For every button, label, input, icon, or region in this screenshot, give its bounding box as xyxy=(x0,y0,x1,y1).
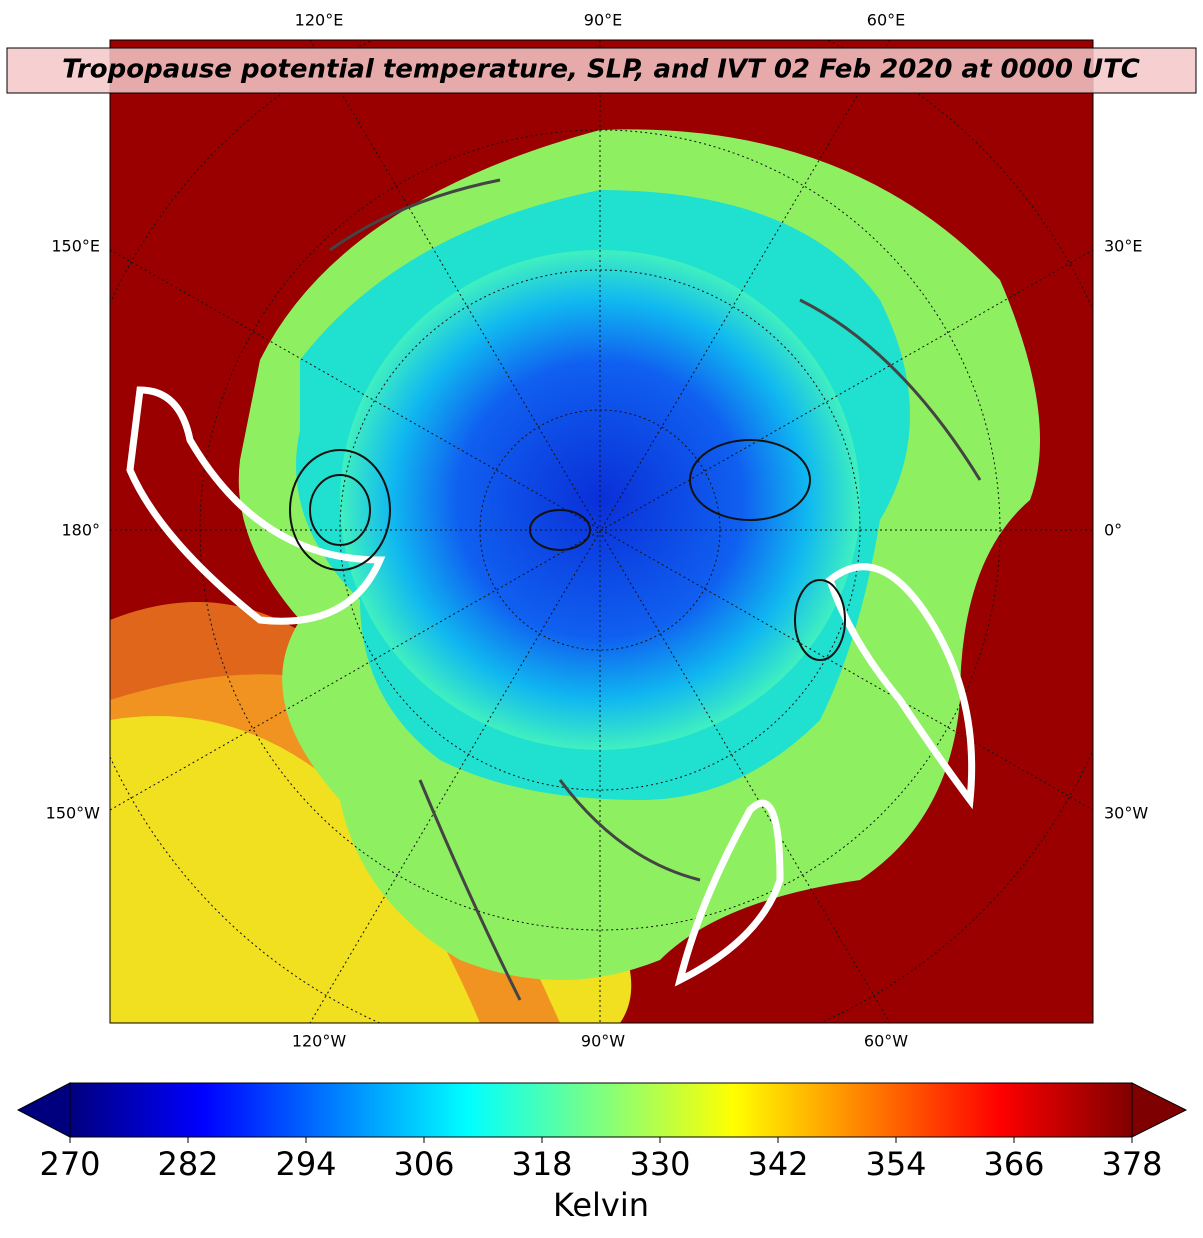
lon-label: 30°W xyxy=(1104,804,1148,823)
map xyxy=(110,40,1093,1023)
colorbar-tick-label: 342 xyxy=(747,1145,808,1183)
title: Tropopause potential temperature, SLP, a… xyxy=(62,55,1140,85)
colorbar-tick-label: 354 xyxy=(865,1145,926,1183)
lon-label: 60°E xyxy=(867,11,905,30)
lon-label: 150°W xyxy=(46,804,101,823)
lon-label: 120°E xyxy=(295,11,344,30)
ivt-contours xyxy=(126,386,976,987)
colorbar-label: Kelvin xyxy=(553,1186,649,1224)
lon-label: 180° xyxy=(61,521,100,540)
slp-contours xyxy=(289,439,846,661)
colorbar-extension xyxy=(1131,1082,1188,1138)
coastlines xyxy=(329,178,982,1001)
colorbar-tick-label: 318 xyxy=(511,1145,572,1183)
colorbar-tick-label: 366 xyxy=(983,1145,1044,1183)
colorbar-tick-label: 306 xyxy=(393,1145,454,1183)
lon-label: 90°E xyxy=(584,11,622,30)
colorbar-tick-label: 330 xyxy=(629,1145,690,1183)
colorbar: 270 282 294 306 318 330 342 354 366 378 xyxy=(16,1082,1188,1183)
title-box xyxy=(6,47,1197,94)
map-frame xyxy=(109,39,1094,1024)
lon-label: 0° xyxy=(1104,521,1122,540)
colorbar-tick-label: 378 xyxy=(1101,1145,1162,1183)
lon-label: 90°W xyxy=(581,1032,625,1051)
graticule xyxy=(110,40,1093,1023)
lon-label: 30°E xyxy=(1104,237,1142,256)
colorbar-tick-label: 294 xyxy=(275,1145,336,1183)
colorbar-tick-label: 282 xyxy=(157,1145,218,1183)
colorbar-extension xyxy=(16,1082,71,1138)
colorbar-tick-label: 270 xyxy=(39,1145,100,1183)
lon-label: 60°W xyxy=(864,1032,908,1051)
colorbar-body xyxy=(69,1082,1133,1138)
lon-label: 120°W xyxy=(292,1032,347,1051)
lon-label: 150°E xyxy=(51,237,100,256)
